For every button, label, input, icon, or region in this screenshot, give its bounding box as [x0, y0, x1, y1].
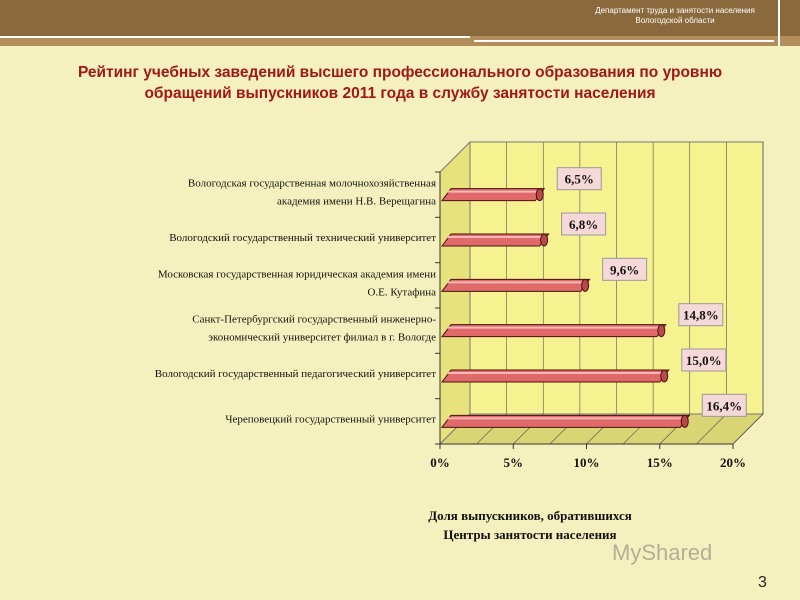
header-stripe — [0, 36, 470, 38]
x-tick-label: 15% — [647, 455, 673, 470]
data-label-box — [602, 257, 648, 281]
data-label: 6,5% — [565, 172, 594, 187]
category-label: Вологодский государственный технический … — [169, 232, 436, 244]
bar-cap — [680, 414, 689, 428]
bar-body — [441, 278, 591, 292]
title-line-1: Рейтинг учебных заведений высшего профес… — [77, 64, 723, 81]
header-stripe — [778, 0, 780, 46]
category-label: Вологодская государственная молочнохозяй… — [188, 178, 436, 190]
x-tick-label: 5% — [504, 455, 524, 470]
x-tick-label: 0% — [430, 455, 450, 470]
slide-title: Рейтинг учебных заведений высшего профес… — [0, 62, 800, 104]
bar-cap — [581, 278, 590, 292]
gridline-floor — [696, 413, 727, 445]
category-label: академия имени Н.В. Верещагина — [277, 196, 436, 208]
department-label: Департамент труда и занятости населения … — [560, 6, 790, 26]
x-tick-label: 20% — [720, 455, 746, 470]
data-label: 16,4% — [706, 398, 742, 413]
bar-cap — [535, 188, 544, 202]
bar — [441, 324, 667, 338]
data-label: 6,8% — [569, 217, 598, 232]
category-label: О.Е. Кутафина — [367, 286, 436, 298]
data-label-box — [681, 348, 727, 372]
category-label: Московская государственная юридическая а… — [158, 268, 436, 280]
department-line-2: Вологодской области — [635, 16, 715, 25]
x-axis-label-line-2: Центры занятости населения — [443, 527, 617, 542]
department-line-1: Департамент труда и занятости населения — [595, 6, 755, 15]
bar-cap — [660, 369, 669, 383]
header-stripe — [474, 40, 774, 42]
bar — [441, 188, 546, 202]
data-label-box — [678, 303, 724, 327]
category-label: Вологодский государственный педагогическ… — [155, 368, 436, 380]
bar-body — [441, 414, 691, 428]
data-label: 9,6% — [610, 262, 639, 277]
bar-cap — [657, 324, 666, 338]
watermark: MyShared — [612, 540, 713, 565]
header-band — [0, 36, 800, 46]
data-label: 14,8% — [683, 308, 719, 323]
bar — [441, 369, 670, 383]
bar — [441, 414, 691, 428]
bar — [441, 233, 550, 247]
title-line-2: обращений выпускников 2011 года в службу… — [144, 85, 656, 102]
x-axis-label: Доля выпускников, обратившихся Центры за… — [380, 506, 680, 544]
bar-body — [441, 188, 546, 202]
data-label-box — [701, 393, 747, 417]
x-axis-label-line-1: Доля выпускников, обратившихся — [428, 508, 632, 523]
x-tick-label: 10% — [574, 455, 600, 470]
data-label-box — [561, 212, 607, 236]
data-label-box — [556, 167, 602, 191]
category-label: Санкт-Петербургский государственный инже… — [192, 314, 436, 326]
bar-cap — [540, 233, 549, 247]
bar — [441, 278, 591, 292]
header-bar — [0, 0, 800, 36]
bar-body — [441, 233, 550, 247]
data-label: 15,0% — [686, 353, 722, 368]
category-label: экономический университет филиал в г. Во… — [208, 332, 436, 344]
gridline-floor — [732, 413, 764, 445]
bar-body — [441, 324, 667, 338]
page-number: 3 — [758, 574, 767, 591]
category-label: Череповецкий государственный университет — [225, 413, 436, 425]
plot-side-wall — [439, 140, 471, 446]
bar-body — [441, 369, 670, 383]
